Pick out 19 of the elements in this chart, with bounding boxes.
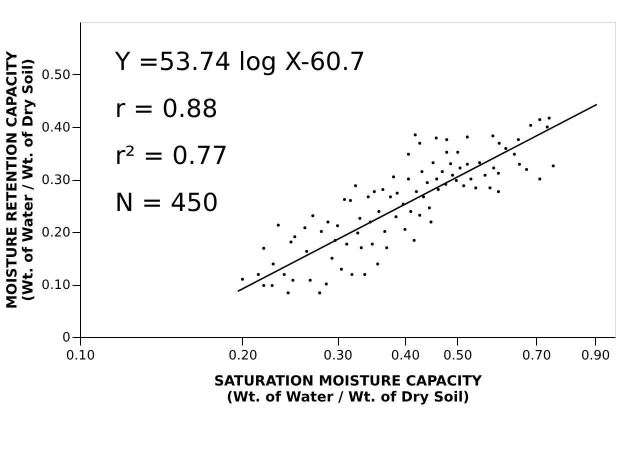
y-axis-title: MOISTURE RETENTION CAPACITY (Wt. of Water / Wt. of Dry Soil)	[4, 50, 37, 309]
y-tick-label: 0	[62, 330, 70, 346]
annotation: r = 0.88	[115, 94, 218, 123]
x-tick-label: 0.90	[581, 348, 610, 364]
annotation: Y =53.74 log X-60.7	[114, 47, 366, 76]
x-axis-title: SATURATION MOISTURE CAPACITY (Wt. of Water / Wt. of Dry Soil)	[214, 374, 483, 406]
annotation: N = 450	[115, 188, 218, 217]
x-tick-label: 0.30	[324, 348, 352, 364]
y-tick-label: 0.10	[42, 278, 70, 293]
y-tick-label: 0.20	[42, 226, 70, 240]
annotation: r² = 0.77	[115, 141, 228, 170]
x-tick-label: 0.10	[66, 348, 95, 364]
y-tick-label: 0.40	[42, 120, 70, 136]
y-tick-label: 0.30	[42, 173, 70, 188]
y-tick-label: 0.50	[42, 68, 70, 83]
x-tick-label: 0.40	[390, 348, 420, 364]
x-tick-label: 0.70	[522, 348, 552, 364]
x-tick-label: 0.50	[443, 348, 472, 364]
x-tick-label: 0.20	[228, 348, 258, 364]
